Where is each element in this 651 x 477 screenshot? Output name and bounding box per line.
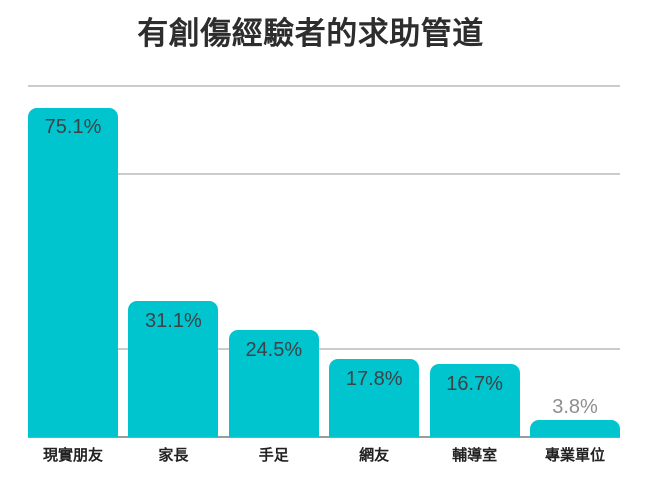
bar-value-label: 16.7% xyxy=(446,372,503,395)
gridline-80 xyxy=(28,85,620,87)
bar-value-label: 75.1% xyxy=(44,116,102,139)
chart-title: 有創傷經驗者的求助管道 xyxy=(137,16,484,51)
category-label: 現實朋友 xyxy=(42,447,103,464)
category-label: 家長 xyxy=(158,447,189,464)
bar xyxy=(429,363,520,437)
category-label: 專業單位 xyxy=(544,447,605,464)
bar xyxy=(228,329,319,437)
bar-value-label: 24.5% xyxy=(245,338,303,361)
bar-group: 17.8% xyxy=(329,86,420,437)
gridline-60 xyxy=(28,172,620,175)
bar-group: 31.1% xyxy=(128,86,219,437)
gridline-20 xyxy=(28,348,620,351)
bar xyxy=(530,420,620,437)
category-label: 輔導室 xyxy=(452,447,498,464)
bar-value-label: 17.8% xyxy=(345,367,403,390)
bar-group: 75.1% xyxy=(28,86,118,437)
category-label: 網友 xyxy=(359,447,390,464)
bar-value-label: 31.1% xyxy=(145,309,202,332)
plot-area: 75.1% 31.1% 24.5% 17.8% 16.7% 3.8% 現實朋友 家長 手足 網友… xyxy=(28,85,620,464)
bar-group: 24.5% xyxy=(228,86,319,437)
x-axis-line xyxy=(28,436,620,438)
bar-group: 16.7% xyxy=(429,86,520,437)
bar-group: 3.8% xyxy=(530,86,620,437)
bar xyxy=(329,358,420,437)
category-label: 手足 xyxy=(258,447,289,464)
bar-value-label: 3.8% xyxy=(552,396,598,419)
bar xyxy=(28,107,118,437)
bar xyxy=(128,300,219,437)
